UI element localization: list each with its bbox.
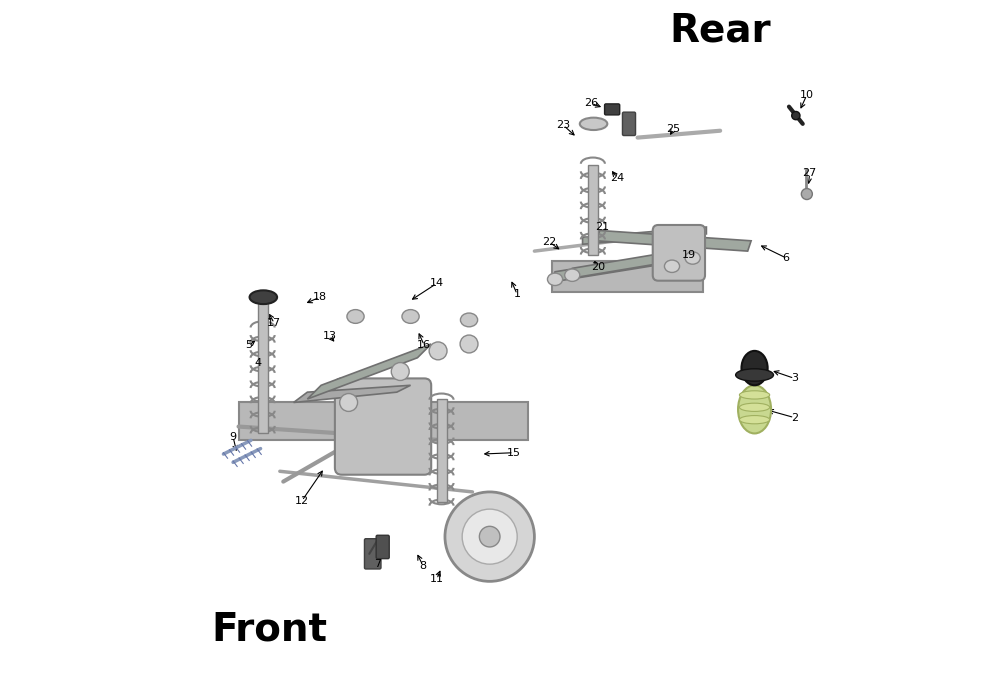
FancyBboxPatch shape [653, 225, 705, 281]
Polygon shape [569, 248, 696, 279]
Ellipse shape [739, 391, 770, 399]
Text: 24: 24 [610, 173, 624, 182]
Polygon shape [307, 344, 431, 399]
Bar [239, 402, 528, 440]
Text: 27: 27 [802, 169, 817, 178]
Ellipse shape [580, 118, 607, 130]
FancyBboxPatch shape [364, 539, 381, 569]
Circle shape [462, 509, 517, 564]
Text: Front: Front [212, 610, 328, 649]
Text: 12: 12 [295, 496, 309, 506]
Ellipse shape [565, 269, 580, 281]
Text: 25: 25 [666, 125, 680, 134]
Bar [552, 261, 703, 292]
Text: Rear: Rear [669, 12, 771, 50]
Text: 3: 3 [791, 374, 798, 383]
Text: 11: 11 [430, 574, 444, 584]
Circle shape [792, 111, 800, 120]
Polygon shape [596, 230, 751, 251]
Text: 15: 15 [507, 448, 521, 458]
Ellipse shape [739, 416, 770, 424]
Text: 4: 4 [254, 358, 261, 367]
Text: 22: 22 [542, 237, 557, 247]
FancyBboxPatch shape [335, 378, 431, 475]
Text: 26: 26 [584, 98, 598, 108]
Ellipse shape [250, 290, 277, 304]
Ellipse shape [460, 313, 478, 327]
Text: 21: 21 [595, 222, 609, 232]
FancyBboxPatch shape [605, 104, 620, 115]
Text: 13: 13 [322, 331, 336, 341]
Ellipse shape [685, 252, 700, 264]
Circle shape [340, 394, 358, 411]
Ellipse shape [741, 351, 768, 385]
FancyBboxPatch shape [376, 535, 389, 559]
Text: 17: 17 [267, 319, 281, 328]
Circle shape [460, 335, 478, 353]
Text: 19: 19 [682, 250, 696, 259]
Polygon shape [583, 227, 706, 244]
Bar [437, 399, 447, 502]
Circle shape [479, 526, 500, 547]
Polygon shape [552, 255, 662, 282]
Ellipse shape [739, 403, 770, 411]
Text: 18: 18 [313, 292, 327, 302]
Ellipse shape [547, 273, 563, 286]
Polygon shape [294, 385, 411, 402]
Text: 1: 1 [514, 290, 521, 299]
Text: 10: 10 [800, 90, 814, 100]
Ellipse shape [402, 310, 419, 323]
Text: 6: 6 [783, 253, 790, 263]
Ellipse shape [347, 310, 364, 323]
Text: 5: 5 [245, 341, 252, 350]
Text: 7: 7 [374, 559, 381, 569]
Text: 8: 8 [419, 561, 427, 570]
Text: 14: 14 [430, 279, 444, 288]
Circle shape [391, 363, 409, 380]
Text: 9: 9 [229, 432, 237, 442]
Circle shape [445, 492, 534, 581]
Bar [258, 303, 268, 433]
FancyBboxPatch shape [622, 112, 636, 136]
Text: 20: 20 [591, 262, 605, 272]
Bar [588, 165, 598, 255]
Text: 2: 2 [791, 413, 798, 422]
Ellipse shape [738, 385, 771, 433]
Circle shape [429, 342, 447, 360]
Circle shape [801, 189, 812, 200]
Text: 23: 23 [556, 120, 570, 130]
Text: 16: 16 [417, 341, 431, 350]
Ellipse shape [736, 369, 773, 381]
Ellipse shape [664, 260, 680, 272]
